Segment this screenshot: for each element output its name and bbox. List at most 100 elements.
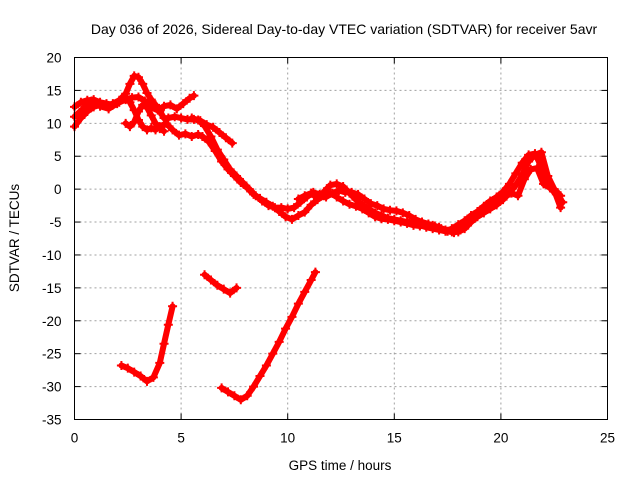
data-point [229,391,239,401]
series-track-4 [121,100,169,136]
data-point [345,188,355,198]
data-point [511,168,521,178]
y-tick-label: 10 [46,116,61,131]
data-point [353,189,363,199]
data-point [242,183,252,193]
data-point [187,131,197,141]
data-point [440,226,450,236]
data-point [161,118,171,128]
data-point [306,188,316,198]
data-point [504,188,514,198]
data-point [142,88,152,98]
data-point [223,164,233,174]
data-point [447,224,457,234]
x-tick-label: 25 [600,431,615,446]
data-point [142,376,152,386]
data-point [300,287,310,297]
data-point [219,284,229,294]
data-point [377,210,387,220]
data-point [208,122,218,132]
data-point [163,113,173,123]
data-point [214,128,224,138]
data-point [227,138,237,148]
data-point [345,199,355,209]
data-point [148,372,158,382]
data-point [133,92,143,102]
data-point [517,158,527,168]
data-point [129,117,139,127]
data-point [146,95,156,105]
series-track-8 [116,301,178,386]
data-point [165,100,175,110]
data-point [232,283,242,293]
x-tick-label: 10 [280,431,295,446]
y-tick-label: 5 [54,149,62,164]
data-point [313,193,323,203]
data-point [174,130,184,140]
data-point [168,301,178,311]
data-point [325,188,335,198]
data-point [274,337,284,347]
data-point [274,207,284,217]
data-point [325,180,335,190]
plot-frame [74,57,608,420]
data-point [217,383,227,393]
x-tick-label: 20 [493,431,508,446]
data-point [168,125,178,135]
data-point [210,146,220,156]
y-axis-label: SDTVAR / TECUs [7,184,22,293]
data-point [492,200,502,210]
data-point [242,391,252,401]
data-point [530,149,540,159]
data-point [206,275,216,285]
data-point [229,171,239,181]
data-point [133,72,143,82]
y-tick-label: 20 [46,51,61,66]
data-point [176,113,186,123]
series-track-9 [200,270,242,298]
data-point [359,194,369,204]
data-point [293,210,303,220]
y-tick-label: 15 [46,83,61,98]
data-point [261,361,271,371]
data-point [293,194,303,204]
data-point [217,156,227,166]
data-point [146,123,156,133]
data-point [172,104,182,114]
data-point [236,178,246,188]
data-point [306,200,316,210]
data-point [402,217,412,227]
data-point [200,270,210,280]
data-point [249,189,259,199]
data-point [391,206,401,216]
data-point [485,204,495,214]
data-point [319,187,329,197]
data-point [87,96,97,106]
data-point [372,201,382,211]
data-point [287,312,297,322]
data-point [223,387,233,397]
data-point [125,79,135,89]
data-point [159,339,169,349]
data-point [76,113,86,123]
data-point [95,101,105,111]
y-tick-label: -35 [42,413,62,428]
data-point [370,208,380,218]
axes: 0 5 10 15 20 25 20 15 10 5 0 -5 -10 -15 -20 -25 -30 -35 [42,51,615,446]
data-point [281,324,291,334]
data-point [155,358,165,368]
data-point [236,395,246,405]
data-point [123,363,133,373]
series-trace [122,101,167,135]
data-point [536,162,546,172]
data-point [255,371,265,381]
data-point [151,100,161,110]
data-point [193,115,203,125]
x-tick-label: 0 [71,431,79,446]
data-point [434,225,444,235]
data-point [78,104,88,114]
data-point [513,191,523,201]
data-point [421,222,431,232]
